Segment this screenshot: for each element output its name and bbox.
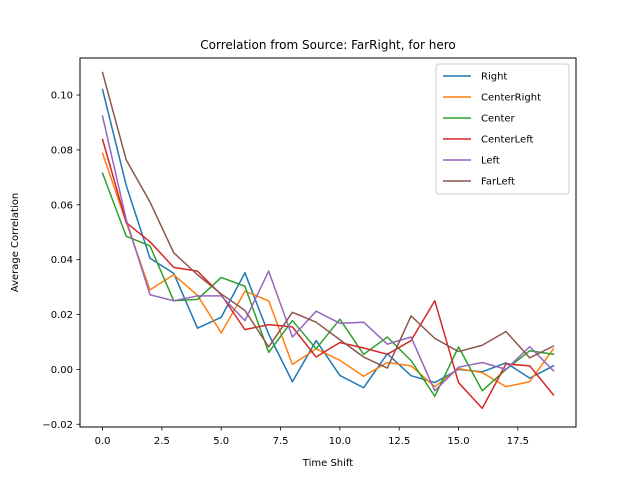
- legend-label: CenterLeft: [481, 135, 534, 146]
- legend-label: FarLeft: [481, 177, 515, 188]
- plot-area: [79, 57, 577, 428]
- x-tick-label: 0.0: [95, 436, 111, 447]
- series-layer: [101, 71, 555, 410]
- x-tick-label: 7.5: [273, 436, 289, 447]
- legend-items: Right CenterRight Center CenterLeft Left FarL…: [443, 72, 541, 188]
- x-tick-label: 2.5: [154, 436, 170, 447]
- y-tick-label: 0.08: [51, 145, 73, 156]
- y-tick-label: 0.02: [51, 310, 73, 321]
- x-tick-label: 15.0: [447, 436, 469, 447]
- y-tick-label: 0.00: [51, 365, 73, 376]
- y-tick-label: 0.06: [51, 200, 73, 211]
- x-axis-label: Time Shift: [302, 458, 353, 469]
- x-tick-label: 10.0: [329, 436, 351, 447]
- x-axis: 0.0 2.5 5.0 7.5 10.0 12.5 15.0 17.5: [95, 427, 529, 447]
- x-tick-label: 17.5: [507, 436, 529, 447]
- y-tick-label: 0.04: [51, 255, 73, 266]
- series-line-centerleft: [101, 138, 555, 410]
- y-axis-label: Average Correlation: [10, 193, 21, 292]
- y-tick-label: 0.10: [51, 91, 73, 102]
- plot-frame: [79, 57, 577, 428]
- x-tick-label: 5.0: [213, 436, 229, 447]
- legend: Right CenterRight Center CenterLeft Left FarL…: [435, 63, 570, 195]
- y-axis: −0.02 0.00 0.02 0.04 0.06 0.08 0.10: [42, 91, 80, 431]
- y-tick-label: −0.02: [42, 420, 73, 431]
- legend-label: CenterRight: [481, 93, 541, 104]
- chart-title: Correlation from Source: FarRight, for h…: [200, 38, 455, 52]
- series-line-left: [101, 115, 555, 392]
- series-line-centerright: [101, 152, 555, 388]
- legend-label: Center: [481, 114, 516, 125]
- legend-label: Left: [481, 156, 500, 167]
- x-tick-label: 12.5: [388, 436, 410, 447]
- legend-box: [435, 63, 570, 195]
- legend-label: Right: [481, 72, 507, 83]
- series-line-farleft: [101, 71, 555, 369]
